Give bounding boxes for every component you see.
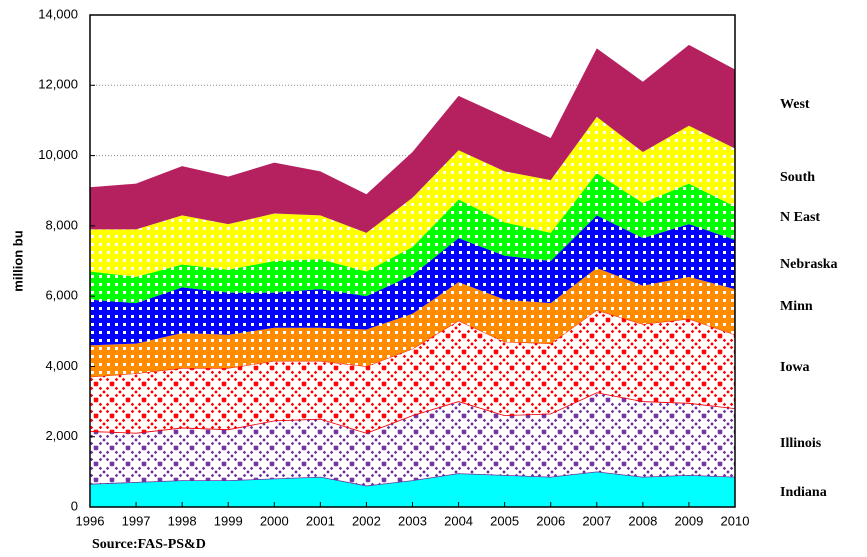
area [90, 215, 735, 346]
legend-label: Indiana [780, 485, 827, 500]
legend-label: West [780, 97, 810, 112]
area [90, 116, 735, 277]
x-tick-label: 1999 [214, 513, 243, 528]
legend-label: Nebraska [780, 257, 838, 272]
y-axis-label: million bu [10, 230, 25, 291]
x-tick-label: 1996 [76, 513, 105, 528]
y-tick-label: 12,000 [38, 77, 78, 92]
x-tick-label: 1997 [122, 513, 151, 528]
x-tick-label: 1998 [168, 513, 197, 528]
x-tick-label: 2001 [306, 513, 335, 528]
y-tick-label: 0 [71, 498, 78, 513]
source-note: Source:FAS-PS&D [92, 537, 206, 552]
area [90, 173, 735, 304]
x-tick-label: 2010 [721, 513, 750, 528]
x-tick-label: 2002 [352, 513, 381, 528]
y-tick-label: 4,000 [45, 358, 78, 373]
y-tick-label: 10,000 [38, 147, 78, 162]
area [90, 268, 735, 377]
y-tick-label: 14,000 [38, 6, 78, 21]
x-tick-label: 2005 [490, 513, 519, 528]
x-tick-label: 2006 [536, 513, 565, 528]
y-tick-label: 8,000 [45, 217, 78, 232]
x-tick-label: 2003 [398, 513, 427, 528]
y-tick-label: 6,000 [45, 288, 78, 303]
x-tick-label: 2007 [582, 513, 611, 528]
legend-label: South [780, 170, 815, 185]
x-tick-label: 2004 [444, 513, 473, 528]
legend-label: Minn [780, 299, 813, 314]
x-tick-label: 2009 [674, 513, 703, 528]
area [90, 471, 735, 507]
area [90, 44, 735, 233]
y-tick-label: 2,000 [45, 428, 78, 443]
x-tick-label: 2008 [628, 513, 657, 528]
legend-label: N East [780, 210, 820, 225]
legend-label: Iowa [780, 360, 810, 375]
legend-label: Illinois [780, 436, 822, 451]
x-tick-label: 2000 [260, 513, 289, 528]
